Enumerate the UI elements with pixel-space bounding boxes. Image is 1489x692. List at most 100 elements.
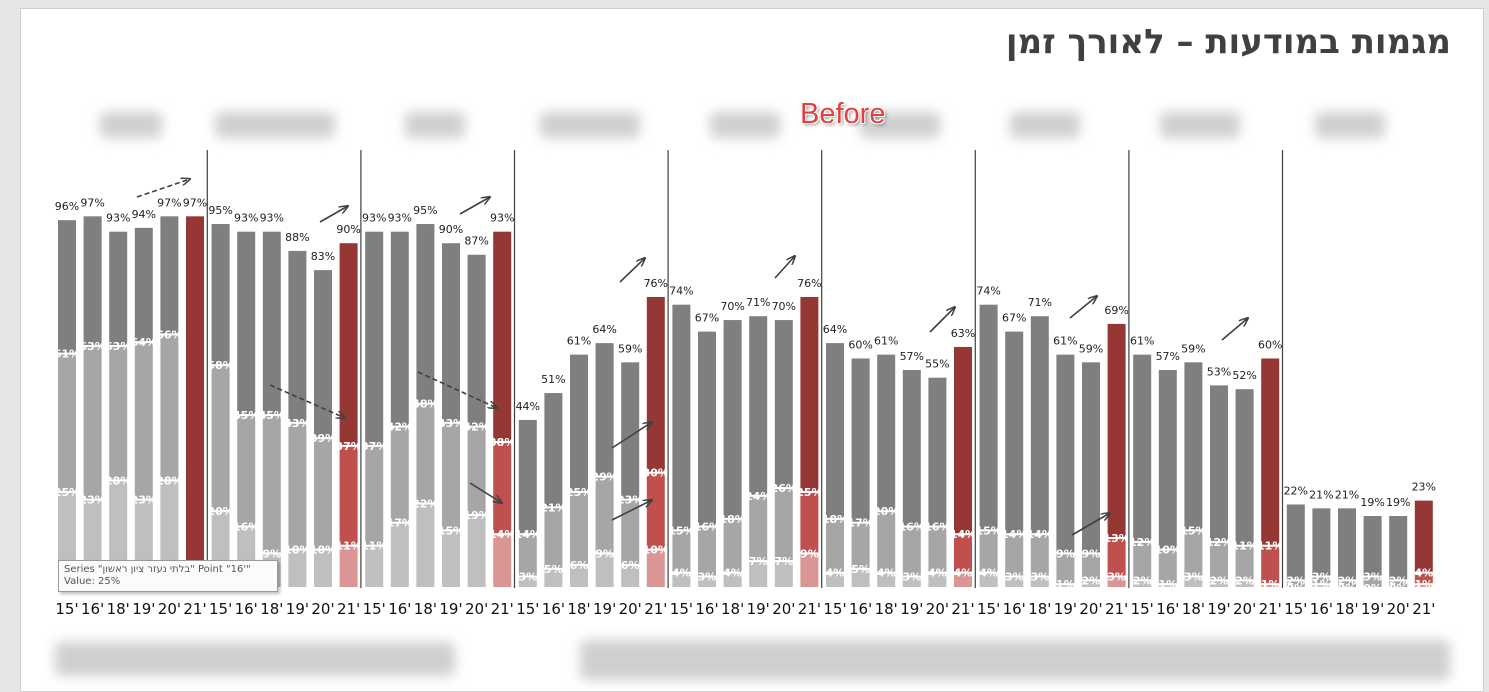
data-label: 20%: [873, 505, 899, 518]
data-label: 16%: [899, 521, 925, 534]
data-label: 97%: [183, 196, 207, 209]
bar-first-awareness: [798, 552, 821, 589]
data-label: 9%: [1082, 547, 1101, 560]
data-label: 11%: [1257, 540, 1283, 553]
x-tick-label: 21': [183, 600, 206, 618]
data-label: 15%: [438, 524, 464, 537]
data-label: 97%: [80, 196, 104, 209]
x-tick-label: 16': [1310, 600, 1333, 618]
data-label: 0%: [1363, 582, 1382, 595]
data-label: 11%: [1231, 540, 1257, 553]
x-tick-label: 16': [1003, 600, 1026, 618]
x-tick-label: 21': [951, 600, 974, 618]
bar-first-awareness: [1182, 575, 1205, 589]
data-label: 6%: [570, 559, 589, 572]
data-label: 19%: [463, 509, 489, 522]
bar-first-awareness: [1131, 579, 1154, 589]
data-label: 64%: [823, 323, 847, 336]
bar-first-awareness: [772, 560, 795, 590]
data-label: 10%: [1155, 544, 1181, 557]
redacted-brand-header: [1315, 112, 1385, 138]
data-label: 93%: [362, 212, 386, 225]
data-label: 2%: [1235, 574, 1254, 587]
data-label: 83%: [311, 250, 335, 263]
data-label: 57%: [900, 350, 924, 363]
data-label: 59%: [1079, 342, 1103, 355]
data-label: 71%: [746, 296, 770, 309]
x-tick-label: 16': [695, 600, 718, 618]
data-label: 25%: [796, 486, 822, 499]
redacted-brand-header: [540, 112, 640, 138]
data-label: 43%: [438, 417, 464, 430]
data-label: 43%: [284, 417, 310, 430]
x-tick-label: 16': [235, 600, 258, 618]
trend-arrow: [1221, 318, 1248, 341]
data-label: 25%: [54, 486, 80, 499]
data-label: 4%: [723, 567, 742, 580]
x-tick-label: 21': [644, 600, 667, 618]
data-label: 76%: [797, 277, 821, 290]
x-tick-label: 18': [875, 600, 898, 618]
x-tick-label: 19': [439, 600, 462, 618]
x-tick-label: 21': [491, 600, 514, 618]
data-label: 10%: [643, 544, 669, 557]
bar-first-awareness: [644, 548, 667, 590]
data-label: 63%: [951, 327, 975, 340]
data-label: 4%: [877, 567, 896, 580]
bar-first-awareness: [875, 571, 898, 590]
bar-first-awareness: [414, 502, 437, 590]
data-label: 14%: [489, 528, 515, 541]
x-tick-label: 16': [542, 600, 565, 618]
bar-first-awareness: [1028, 575, 1051, 589]
data-label: 44%: [516, 400, 540, 413]
redacted-brand-header: [100, 112, 162, 138]
before-label: Before: [800, 98, 886, 130]
data-label: 3%: [698, 570, 717, 583]
data-label: 93%: [106, 212, 130, 225]
data-label: 29%: [591, 471, 617, 484]
bar-first-awareness: [312, 548, 334, 590]
data-label: 7%: [774, 555, 793, 568]
data-label: 16%: [694, 521, 720, 534]
bar-first-awareness: [286, 548, 309, 590]
data-label: 13%: [1103, 532, 1129, 545]
data-label: 28%: [105, 474, 131, 487]
redacted-brand-header: [215, 112, 335, 138]
data-label: 14%: [515, 528, 541, 541]
data-label: 45%: [259, 409, 285, 422]
data-label: 12%: [1129, 536, 1155, 549]
x-tick-label: 15': [670, 600, 693, 618]
data-label: 0%: [1389, 582, 1408, 595]
bar-first-awareness: [1259, 583, 1282, 590]
bar-first-awareness: [1284, 587, 1307, 590]
data-label: 22%: [1284, 484, 1308, 497]
trend-arrow: [774, 256, 795, 279]
redacted-brand-header: [860, 112, 940, 138]
data-label: 88%: [285, 231, 309, 244]
bar-first-awareness: [670, 571, 693, 590]
x-tick-label: 20': [1079, 600, 1102, 618]
data-label: 3%: [1312, 570, 1331, 583]
tooltip-series-line: Series "בלתי נעזר ציון ראשון" Point "16'…: [64, 564, 251, 575]
data-label: 15%: [975, 524, 1001, 537]
bar-first-awareness: [619, 563, 642, 589]
data-label: 12%: [1206, 536, 1232, 549]
data-label: 19%: [1360, 496, 1384, 509]
trend-arrow: [611, 500, 652, 521]
data-label: 9%: [800, 547, 819, 560]
data-label: 0%: [1286, 582, 1305, 595]
data-label: 57%: [1156, 350, 1180, 363]
x-tick-label: 15': [823, 600, 846, 618]
data-label: 55%: [925, 358, 949, 371]
bar-first-awareness: [1361, 587, 1384, 590]
data-label: 23%: [79, 494, 105, 507]
data-label: 4%: [954, 567, 973, 580]
data-label: 61%: [1053, 335, 1077, 348]
bar-first-awareness: [337, 544, 360, 589]
bar-first-awareness: [491, 533, 514, 589]
data-label: 95%: [413, 204, 437, 217]
data-label: 4%: [1414, 567, 1433, 580]
bar-first-awareness: [1054, 583, 1077, 590]
x-tick-label: 16': [849, 600, 872, 618]
data-label: 18%: [822, 513, 848, 526]
